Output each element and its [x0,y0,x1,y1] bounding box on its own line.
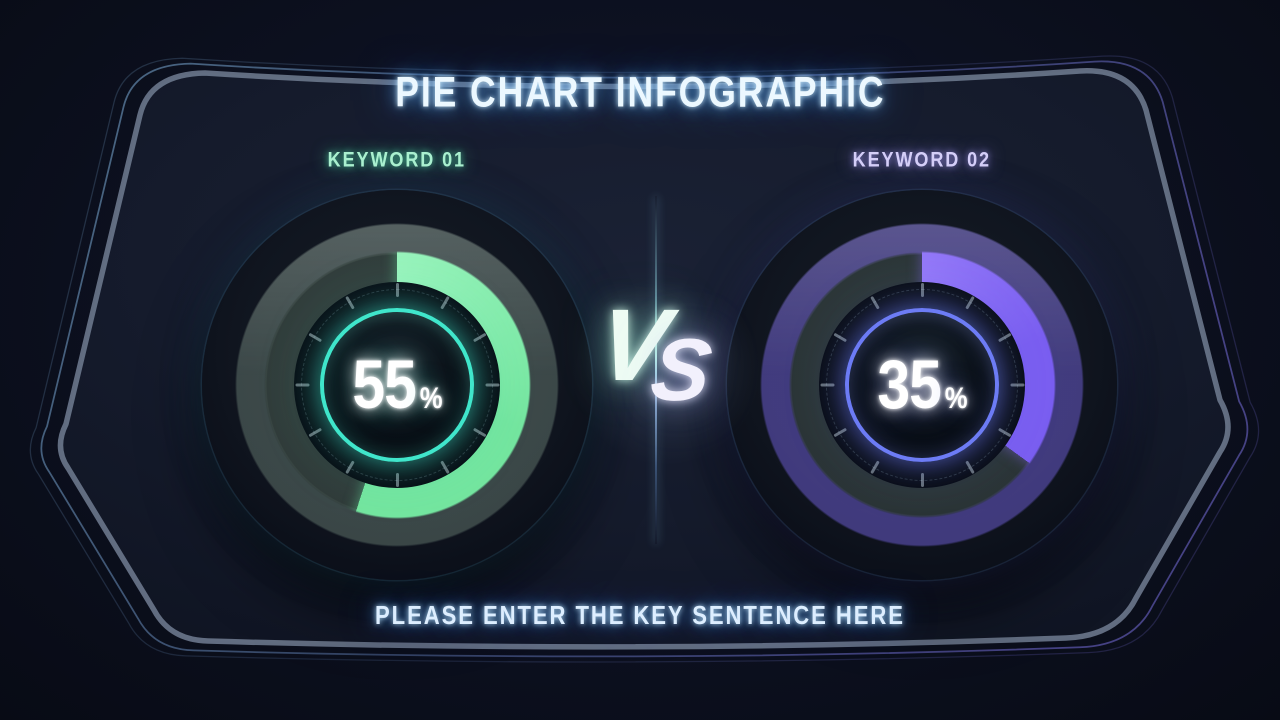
keyword-02-text: KEYWORD 02 [852,148,992,172]
gauge-tick [439,295,450,310]
gauge-tick [307,427,322,438]
gauge-tick [344,460,355,475]
gauge-tick [920,473,924,487]
gauge-tick [439,460,450,475]
gauge-tick [997,332,1012,343]
gauge-tick [395,473,399,487]
keyword-02-label: KEYWORD 02 [727,148,1117,172]
gauge-value-number: 55 [351,347,417,423]
gauge-keyword-01: 55 % [202,190,592,580]
gauge-tick [920,283,924,297]
gauge-tick [344,295,355,310]
vs-glow [556,276,776,466]
gauge-tick [869,295,880,310]
gauge-value-unit: % [944,381,968,415]
vs-badge: V S [556,276,776,466]
gauge-value: 35 % [877,346,967,424]
gauge-tick [820,383,834,387]
gauge-value-circle: 35 % [845,308,999,462]
gauge-tick [964,295,975,310]
frame-outer-line [40,60,1249,658]
gauge-tick [472,427,487,438]
vs-letter-s: S [645,320,717,419]
gauge-ticks [202,190,592,580]
gauge-tick [295,383,309,387]
gauge-value-unit: % [419,381,443,415]
page-title-text: PIE CHART INFOGRAPHIC [394,69,886,116]
frame-echo-line [29,55,1260,663]
gauge-tick [997,427,1012,438]
gauge-tick [485,383,499,387]
keyword-01-text: KEYWORD 01 [327,148,467,172]
gauge-tick [472,332,487,343]
gauge-tick [832,332,847,343]
gauge-keyword-02: 35 % [727,190,1117,580]
page-title: PIE CHART INFOGRAPHIC [0,69,1280,116]
gauge-tick [307,332,322,343]
gauge-tick-circle [826,289,1018,481]
gauge-value: 55 % [352,346,442,424]
keyword-01-label: KEYWORD 01 [202,148,592,172]
gauge-tick [395,283,399,297]
key-sentence-text: PLEASE ENTER THE KEY SENTENCE HERE [375,600,905,630]
center-divider-line [655,196,657,544]
gauge-value-circle: 55 % [320,308,474,462]
key-sentence: PLEASE ENTER THE KEY SENTENCE HERE [0,600,1280,630]
gauge-tick [1010,383,1024,387]
gauge-tick [964,460,975,475]
gauge-tick-circle [301,289,493,481]
gauge-tick [832,427,847,438]
gauge-value-number: 35 [876,347,942,423]
gauge-ticks [727,190,1117,580]
gauge-tick [869,460,880,475]
